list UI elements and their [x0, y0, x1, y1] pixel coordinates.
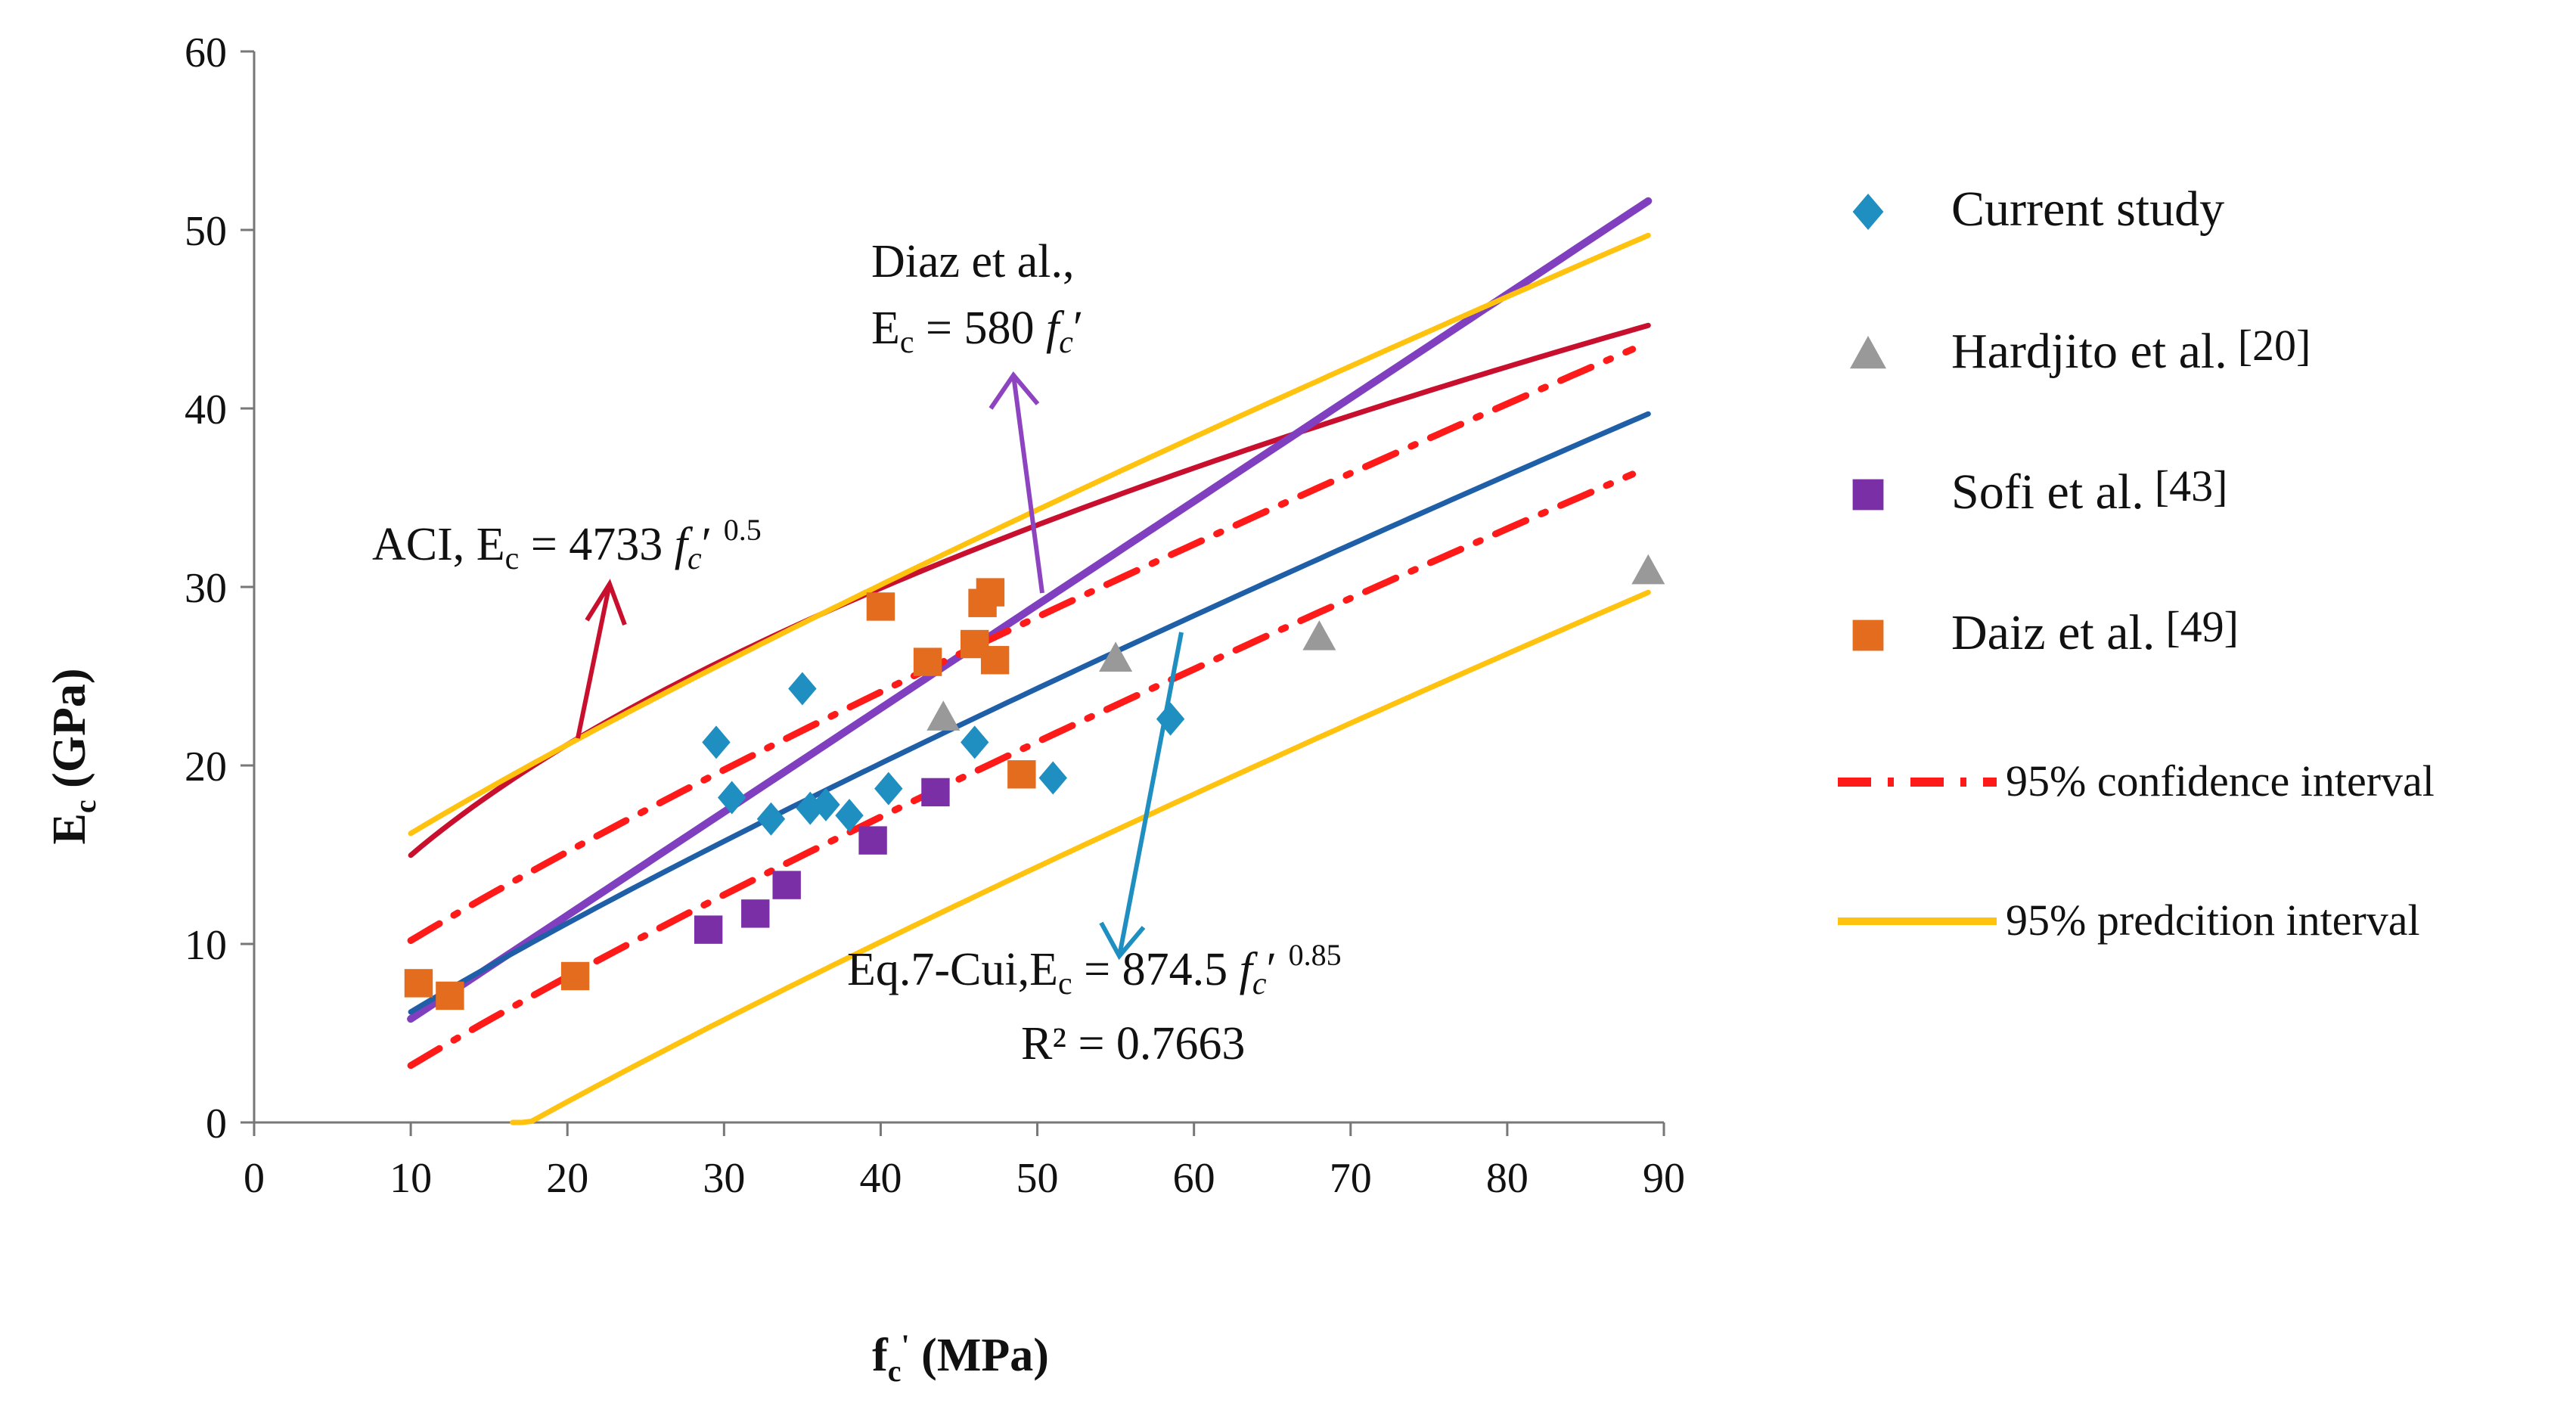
data-point	[404, 969, 433, 998]
curve-pi-lower	[510, 589, 1651, 1125]
legend-marker	[1852, 619, 1884, 651]
data-point	[913, 647, 942, 676]
y-tick-label: 20	[185, 744, 227, 790]
x-tick-label: 10	[390, 1155, 432, 1202]
svg-text:Eq.7-Cui,Ec = 874.5 fc′ 0.85: Eq.7-Cui,Ec = 874.5 fc′ 0.85	[847, 938, 1342, 1001]
y-tick-label: 50	[185, 208, 227, 255]
data-point	[436, 981, 464, 1011]
diaz-annotation: Diaz et al., Ec = 580 fc′	[871, 236, 1083, 594]
legend-label: Hardjito et al. [20]	[1951, 321, 2311, 379]
curve-diaz	[407, 197, 1653, 1023]
curve-ci-upper	[407, 346, 1637, 944]
curve-cui	[408, 411, 1651, 1015]
data-point	[921, 778, 950, 807]
data-point	[976, 578, 1005, 607]
legend-marker	[1852, 479, 1884, 511]
legend-label: 95% predcition interval	[2006, 896, 2420, 945]
axes: 0 10 20 30 40 50 60 70 80 90 0 10 20 30 40 50 60	[185, 29, 1685, 1202]
svg-text:Ec = 580 fc′: Ec = 580 fc′	[871, 303, 1083, 360]
data-point	[980, 646, 1010, 675]
data-point	[702, 725, 731, 759]
data-point	[756, 802, 786, 836]
data-point	[858, 826, 887, 855]
x-tick-label: 80	[1486, 1155, 1529, 1202]
x-tick-label: 60	[1173, 1155, 1215, 1202]
x-tick-label: 30	[703, 1155, 745, 1202]
data-point	[717, 781, 746, 815]
x-tick-label: 70	[1330, 1155, 1372, 1202]
legend-marker	[1852, 194, 1884, 230]
cui-annotation: Eq.7-Cui,Ec = 874.5 fc′ 0.85 R² = 0.7663	[847, 632, 1342, 1070]
legend-label: Sofi et al. [43]	[1951, 461, 2227, 520]
data-point	[835, 799, 864, 833]
x-tick-label: 20	[546, 1155, 588, 1202]
x-tick-label: 0	[244, 1155, 265, 1202]
x-tick-label: 50	[1016, 1155, 1059, 1202]
svg-text:Diaz et al.,: Diaz et al.,	[871, 236, 1075, 287]
legend: Current study Hardjito et al. [20] Sofi et …	[1838, 182, 2435, 945]
x-tick-label: 90	[1643, 1155, 1685, 1202]
aci-annotation: ACI, Ec = 4733 fc′ 0.5	[372, 513, 762, 739]
data-point	[1631, 554, 1665, 585]
data-point	[926, 700, 961, 731]
data-point	[1007, 760, 1036, 789]
points	[404, 554, 1665, 1011]
legend-label: Current study	[1951, 182, 2224, 237]
data-point	[866, 592, 895, 621]
y-tick-label: 60	[185, 29, 227, 76]
data-point	[1038, 761, 1067, 795]
y-tick-label: 40	[185, 387, 227, 433]
legend-label: Daiz et al. [49]	[1951, 602, 2239, 660]
data-point	[694, 915, 723, 944]
y-tick-label: 0	[206, 1101, 227, 1147]
data-point	[961, 725, 989, 759]
legend-marker	[1850, 336, 1886, 369]
data-point	[812, 787, 840, 821]
data-point	[772, 871, 801, 899]
data-point	[1099, 641, 1133, 672]
y-axis-title: Ec (GPa)	[44, 668, 102, 844]
y-tick-label: 10	[185, 922, 227, 969]
y-tick-label: 30	[185, 565, 227, 612]
x-tick-label: 40	[859, 1155, 902, 1202]
curve-ci-lower	[407, 470, 1637, 1070]
x-axis-title: fc' (MPa)	[872, 1328, 1049, 1388]
svg-text:R² = 0.7663: R² = 0.7663	[1021, 1018, 1245, 1070]
data-point	[874, 771, 903, 806]
data-point	[741, 899, 770, 928]
data-point	[788, 672, 817, 706]
data-point	[560, 961, 590, 991]
data-point	[796, 791, 824, 825]
legend-label: 95% confidence interval	[2006, 756, 2435, 806]
svg-text:ACI, Ec = 4733 fc′ 0.5: ACI, Ec = 4733 fc′ 0.5	[372, 513, 762, 576]
data-point	[1302, 620, 1336, 650]
